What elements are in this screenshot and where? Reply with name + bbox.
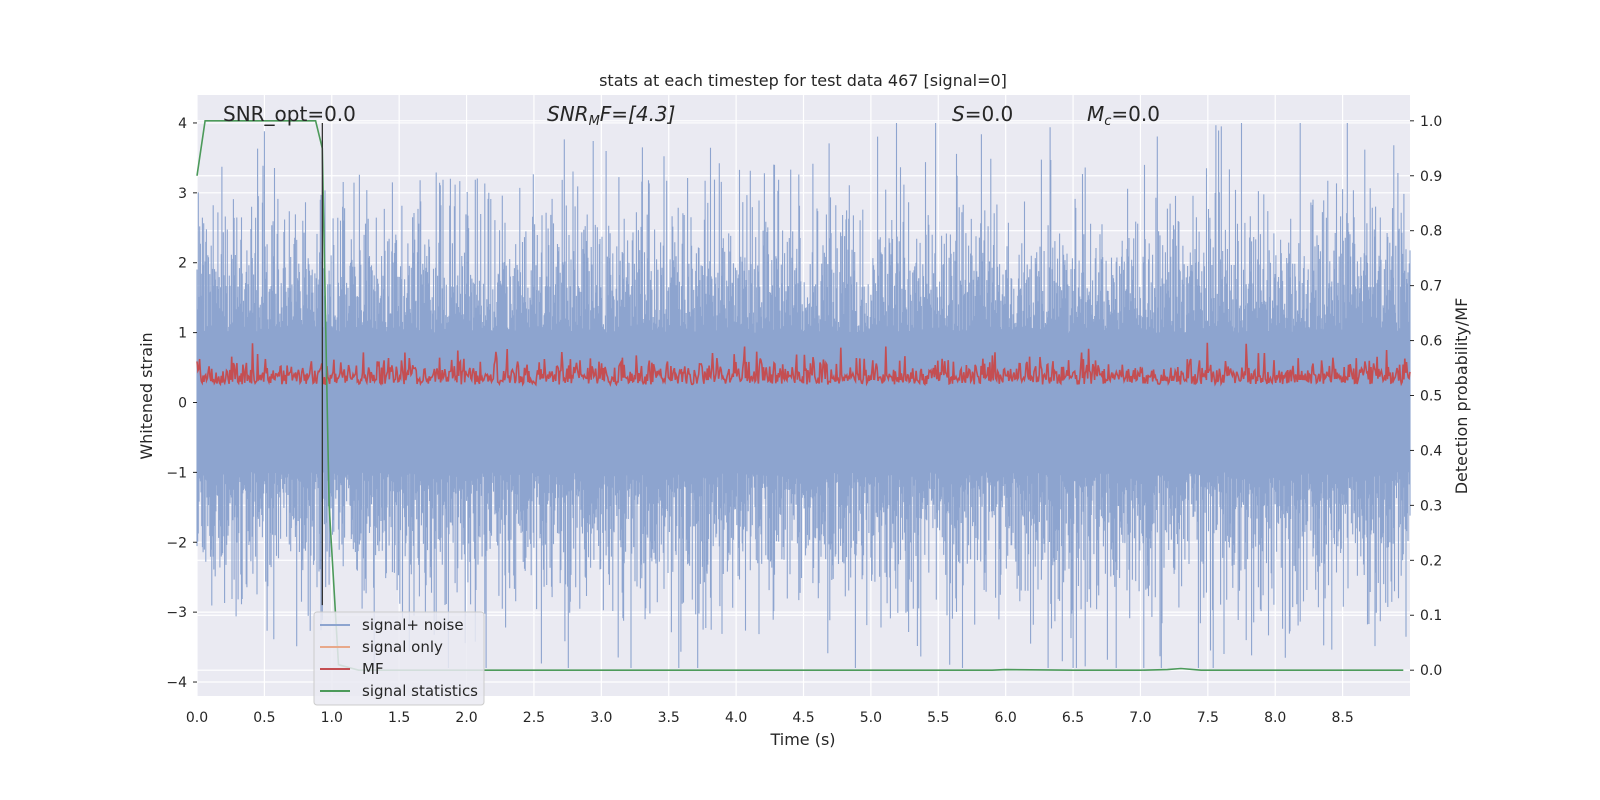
- x-tick-label: 8.5: [1331, 710, 1353, 726]
- x-tick-label: 5.5: [927, 710, 949, 726]
- x-tick-label: 7.0: [1129, 710, 1151, 726]
- x-tick-label: 7.5: [1197, 710, 1219, 726]
- left-y-tick-label: −2: [166, 535, 187, 551]
- x-tick-label: 2.0: [455, 710, 477, 726]
- legend-label-signal-noise: signal+ noise: [362, 616, 464, 634]
- right-y-tick-label: 0.4: [1420, 443, 1442, 459]
- left-y-axis-ticks: 4 3 2 1 0 −1 −2 −3 −4: [166, 116, 197, 691]
- right-y-axis-title: Detection probability/MF: [1452, 298, 1471, 495]
- annotation-snr-mf-sub: M: [589, 114, 600, 129]
- annotation-s: S=0.0: [952, 102, 1013, 126]
- x-axis-ticks: 0.0 0.5 1.0 1.5 2.0 2.5 3.0 3.5 4.0 4.5 5.0 5.5 6.0 6…: [186, 710, 1354, 726]
- annotation-snr-mf: SNRMF=[4.3]: [547, 102, 675, 129]
- annotation-snr-mf-rest: F=[4.3]: [600, 102, 676, 126]
- legend-label-signal-statistics: signal statistics: [362, 682, 478, 700]
- right-y-tick-label: 0.7: [1420, 279, 1442, 295]
- x-tick-label: 0.5: [253, 710, 275, 726]
- annotation-mc-sub: c: [1104, 114, 1111, 129]
- left-y-tick-label: −4: [166, 675, 187, 691]
- right-y-tick-label: 0.1: [1420, 608, 1442, 624]
- x-tick-label: 8.0: [1264, 710, 1286, 726]
- chart-title: stats at each timestep for test data 467…: [599, 71, 1007, 90]
- x-axis-title: Time (s): [769, 730, 835, 749]
- x-tick-label: 3.0: [590, 710, 612, 726]
- right-y-tick-label: 0.2: [1420, 553, 1442, 569]
- x-tick-label: 0.0: [186, 710, 208, 726]
- x-tick-label: 6.5: [1062, 710, 1084, 726]
- left-y-tick-label: 4: [178, 116, 187, 132]
- right-y-tick-label: 1.0: [1420, 114, 1442, 130]
- right-y-axis-ticks: 1.0 0.9 0.8 0.7 0.6 0.5 0.4 0.3 0.2 0.1 0.0: [1410, 114, 1442, 679]
- legend-label-signal-only: signal only: [362, 638, 443, 656]
- left-y-tick-label: −3: [166, 605, 187, 621]
- signal-statistics-series: [196, 120, 1404, 671]
- x-tick-label: 4.0: [725, 710, 747, 726]
- right-y-tick-label: 0.5: [1420, 389, 1442, 405]
- mf-series: [196, 342, 1411, 387]
- x-tick-label: 1.0: [321, 710, 343, 726]
- annotation-s-rest: =0.0: [965, 102, 1014, 126]
- right-y-tick-label: 0.8: [1420, 224, 1442, 240]
- x-tick-label: 1.5: [388, 710, 410, 726]
- right-y-tick-label: 0.6: [1420, 334, 1442, 350]
- legend: signal+ noise signal only MF signal stat…: [313, 611, 485, 706]
- annotation-snr-opt: SNR_opt=0.0: [223, 102, 356, 126]
- mf-line: [196, 342, 1411, 387]
- x-tick-label: 5.0: [860, 710, 882, 726]
- annotation-mc-main: M: [1087, 102, 1104, 126]
- left-y-tick-label: −1: [166, 465, 187, 481]
- annotation-mc: Mc=0.0: [1087, 102, 1160, 129]
- legend-label-mf: MF: [362, 660, 384, 678]
- right-y-tick-label: 0.9: [1420, 169, 1442, 185]
- legend-box: [313, 611, 485, 706]
- right-y-tick-label: 0.0: [1420, 663, 1442, 679]
- left-y-tick-label: 3: [178, 186, 187, 202]
- annotation-mc-rest: =0.0: [1111, 102, 1160, 126]
- x-tick-label: 2.5: [523, 710, 545, 726]
- annotation-snr-mf-main: SNR: [547, 102, 589, 126]
- left-y-tick-label: 2: [178, 256, 187, 272]
- left-y-tick-label: 1: [178, 326, 187, 342]
- x-tick-label: 6.0: [995, 710, 1017, 726]
- signal-noise-line: [196, 123, 1411, 668]
- annotation-s-italic: S: [952, 102, 965, 126]
- signal-noise-series: [196, 123, 1411, 668]
- signal-statistics-line: [196, 120, 1404, 671]
- left-y-axis-title: Whitened strain: [137, 332, 156, 459]
- left-y-tick-label: 0: [178, 395, 187, 411]
- right-y-tick-label: 0.3: [1420, 498, 1442, 514]
- x-tick-label: 4.5: [792, 710, 814, 726]
- x-tick-label: 3.5: [658, 710, 680, 726]
